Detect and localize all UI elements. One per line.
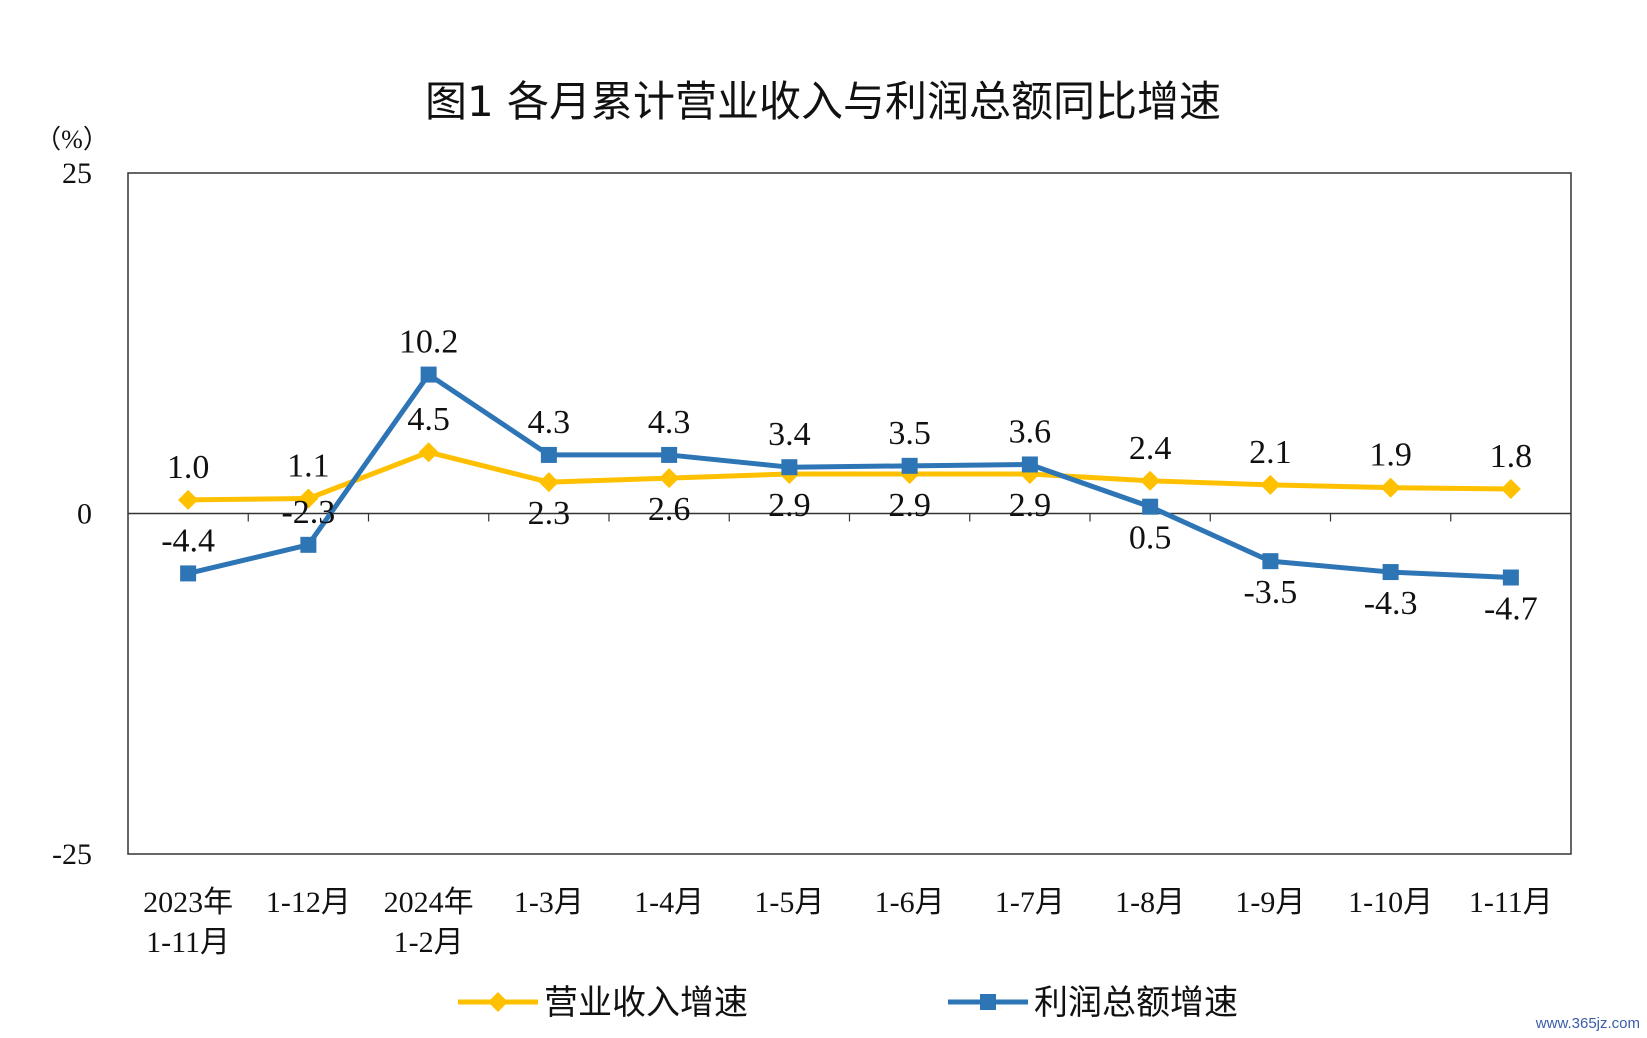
- data-point-0: [1260, 474, 1281, 495]
- data-label-0: 2.3: [528, 495, 571, 532]
- chart-title: 图1 各月累计营业收入与利润总额同比增速: [425, 77, 1221, 126]
- x-category-label: 1-9月: [1235, 886, 1305, 919]
- watermark: www.365jz.com: [1535, 1015, 1640, 1032]
- data-label-1: 4.3: [528, 404, 571, 441]
- x-axis-categories: 2023年 1-11月 1-12月 2024年 1-2月 1-3月 1-4月 1-5月 1-6月…: [143, 886, 1553, 959]
- x-category-label: 1-5月: [754, 886, 824, 919]
- data-label-0: 1.1: [287, 448, 330, 485]
- data-point-1: [1502, 569, 1519, 586]
- data-point-0: [418, 442, 439, 463]
- x-category-label: 1-6月: [875, 886, 945, 919]
- data-point-0: [178, 489, 199, 510]
- x-category-label: 1-10月: [1348, 886, 1433, 919]
- data-point-0: [1380, 477, 1401, 498]
- data-point-0: [1140, 470, 1161, 491]
- data-label-1: -2.3: [281, 494, 335, 531]
- data-label-0: 2.1: [1249, 434, 1292, 471]
- data-point-0: [298, 488, 319, 509]
- data-label-1: 3.5: [888, 415, 931, 452]
- legend-label-0: 营业收入增速: [544, 983, 748, 1023]
- x-category-label: 2024年: [384, 886, 474, 919]
- series-line-0: [188, 449, 1511, 503]
- data-label-0: 2.9: [768, 487, 811, 524]
- legend-marker-1: [980, 994, 996, 1010]
- data-label-1: 10.2: [399, 324, 459, 361]
- data-label-1: -3.5: [1243, 574, 1297, 611]
- x-category-label: 1-4月: [634, 886, 704, 919]
- data-point-1: [180, 565, 197, 582]
- data-point-0: [659, 468, 680, 489]
- data-point-1: [420, 366, 437, 383]
- data-label-1: 3.4: [768, 416, 811, 453]
- y-axis: 25 0 -25: [52, 157, 92, 871]
- zero-axis: [128, 512, 1571, 522]
- series-line-1: [187, 372, 1511, 581]
- data-label-0: 2.9: [888, 487, 931, 524]
- data-label-1: -4.7: [1484, 591, 1538, 628]
- x-category-label: 2023年: [143, 886, 233, 919]
- y-tick-label: 25: [62, 157, 92, 190]
- x-category-label: 1-7月: [995, 886, 1065, 919]
- data-point-1: [1382, 564, 1399, 581]
- data-label-0: 1.9: [1369, 437, 1412, 474]
- data-label-0: 4.5: [407, 401, 450, 438]
- x-category-label: 1-2月: [394, 926, 464, 959]
- data-point-1: [300, 536, 317, 553]
- legend: 营业收入增速 利润总额增速: [458, 983, 1238, 1023]
- data-label-0: 2.4: [1129, 430, 1172, 467]
- data-point-1: [1142, 498, 1159, 515]
- data-label-1: 0.5: [1129, 520, 1172, 557]
- data-point-1: [1262, 553, 1279, 570]
- x-category-label: 1-3月: [514, 886, 584, 919]
- x-category-label: 1-8月: [1115, 886, 1185, 919]
- data-label-0: 2.6: [648, 491, 691, 528]
- data-labels: 1.0 1.1 4.5 2.3 2.6 2.9 2.9 2.9 2.4 2.1 1.9 1.8 -4.4…: [161, 324, 1538, 628]
- data-label-1: 3.6: [1009, 413, 1052, 450]
- series-layer: [178, 366, 1521, 586]
- data-label-0: 1.0: [167, 449, 210, 486]
- data-label-1: 4.3: [648, 404, 691, 441]
- data-point-0: [538, 472, 559, 493]
- data-point-0: [1500, 478, 1521, 499]
- x-category-label: 1-11月: [1469, 886, 1553, 919]
- data-point-1: [1021, 456, 1038, 473]
- data-point-1: [540, 446, 557, 463]
- legend-marker-0: [488, 992, 508, 1012]
- data-point-1: [901, 457, 918, 474]
- data-label-0: 1.8: [1490, 438, 1533, 475]
- data-point-1: [781, 459, 798, 476]
- y-tick-label: 0: [77, 498, 92, 531]
- x-category-label: 1-12月: [266, 886, 351, 919]
- data-label-1: -4.3: [1364, 585, 1418, 622]
- data-label-1: -4.4: [161, 522, 215, 559]
- data-point-1: [661, 446, 678, 463]
- x-category-label: 1-11月: [146, 926, 230, 959]
- y-tick-label: -25: [52, 838, 92, 871]
- data-label-0: 2.9: [1009, 487, 1052, 524]
- y-unit-label: （%）: [35, 125, 109, 154]
- legend-label-1: 利润总额增速: [1034, 983, 1238, 1023]
